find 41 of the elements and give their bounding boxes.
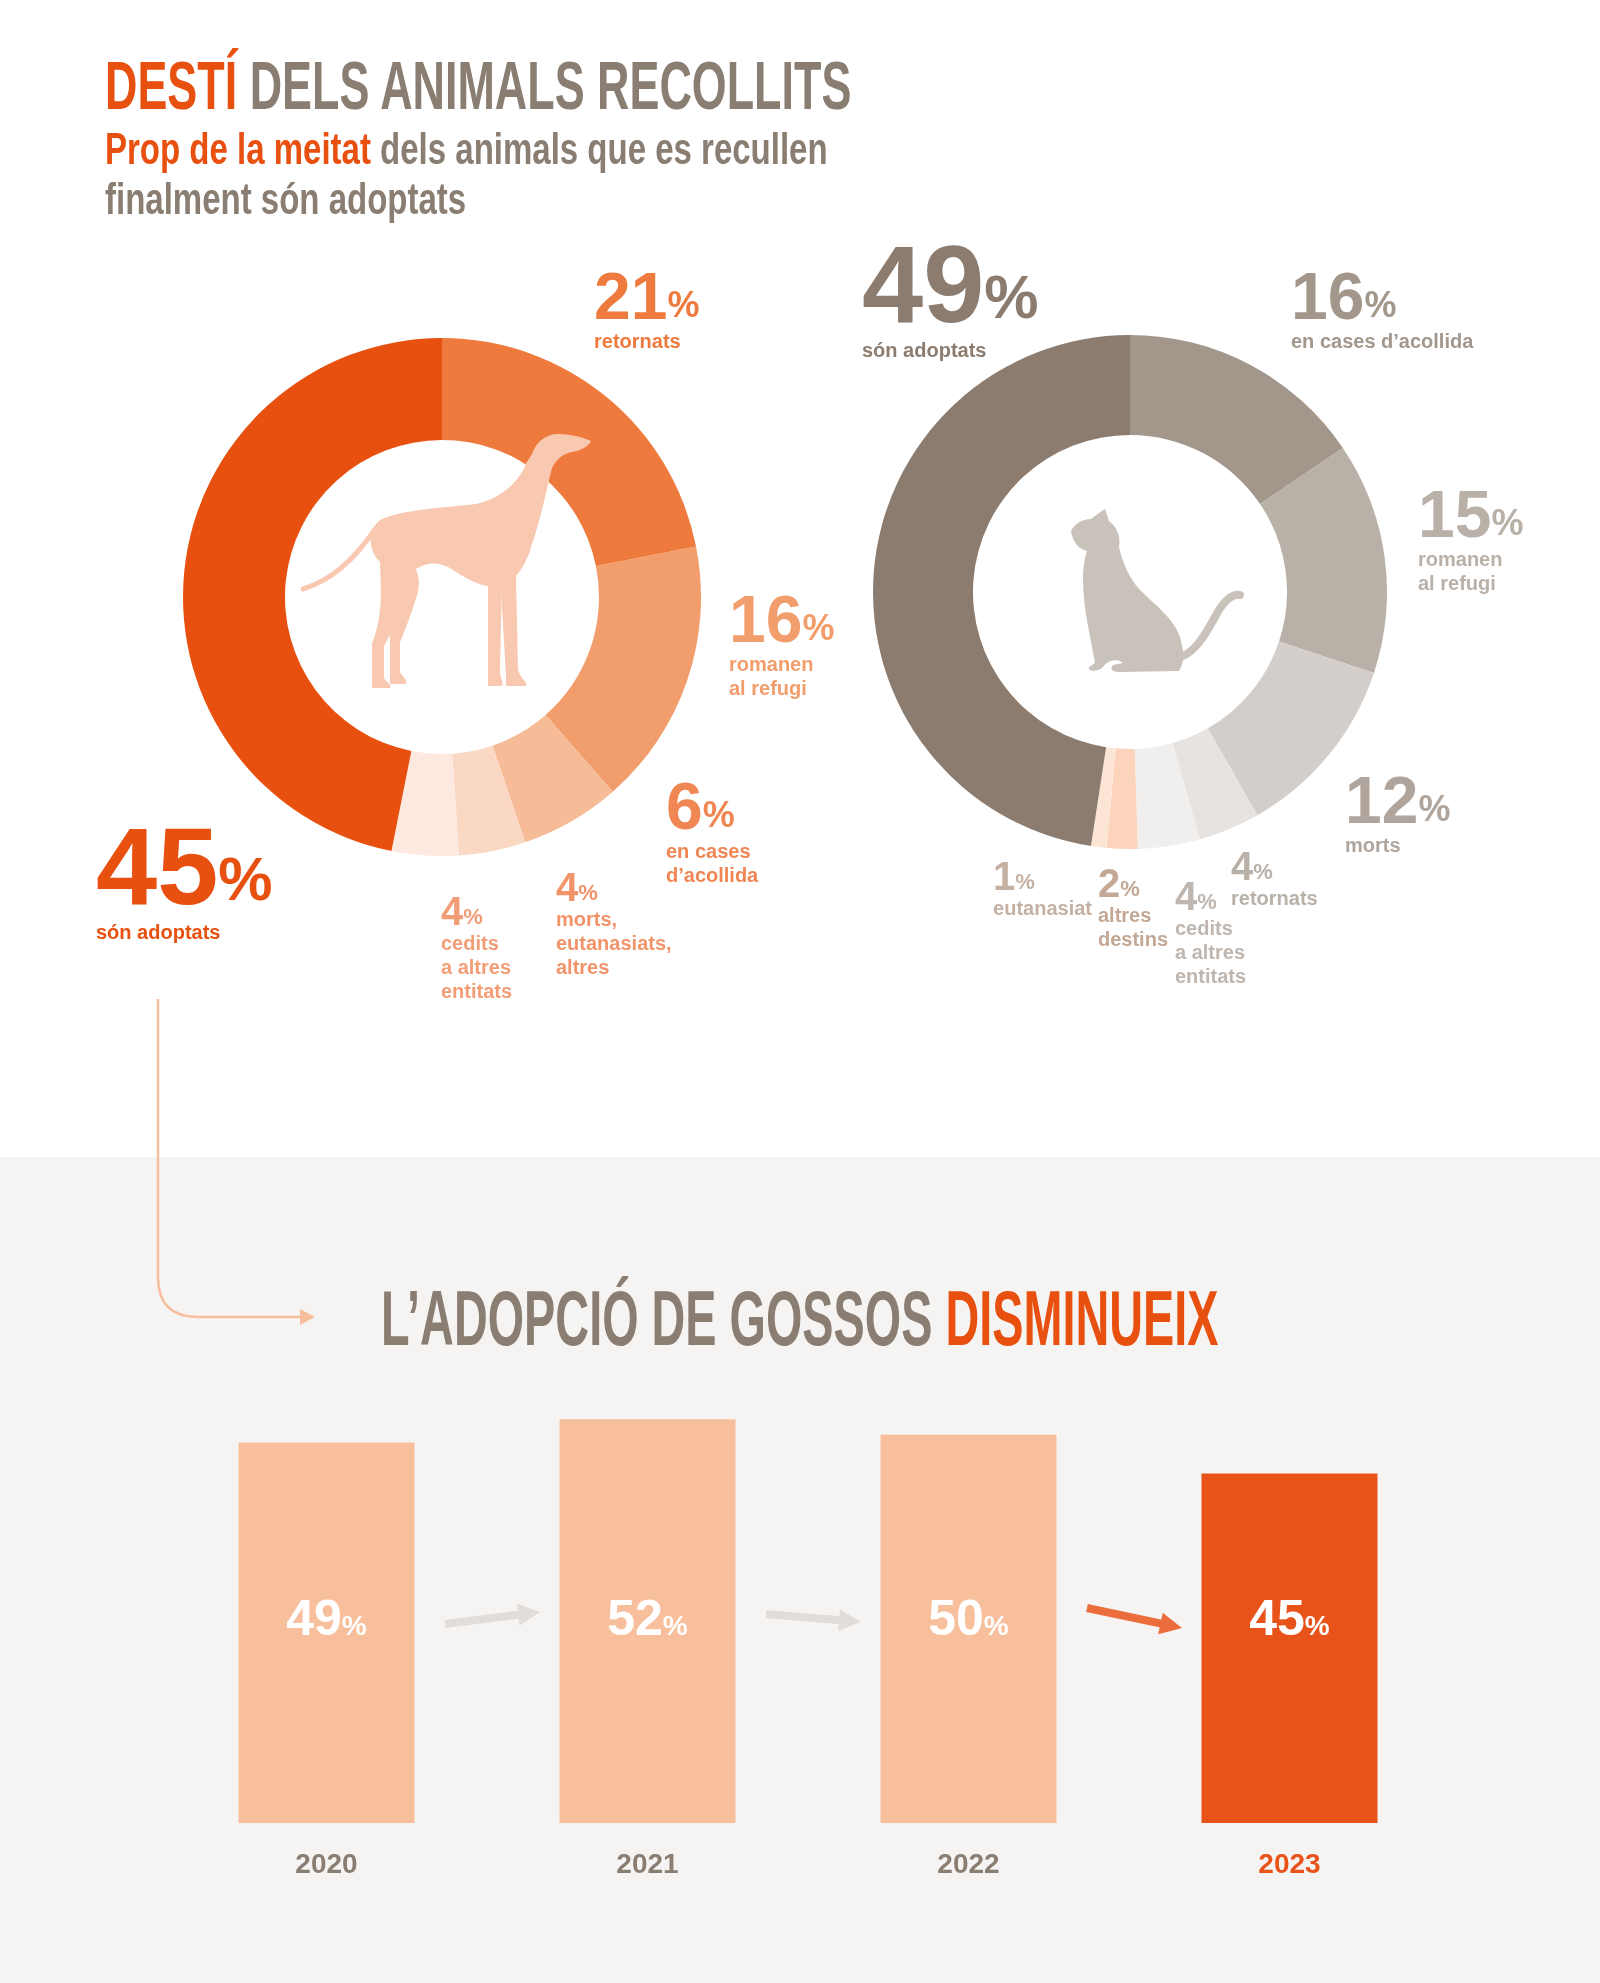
slice-label: cedits a altres entitats [1175, 917, 1247, 987]
x-tick-label: 2023 [1258, 1847, 1321, 1879]
chart-subtitle: Prop de la meitat dels animals que es recullen finalment són adoptats [105, 124, 828, 223]
slice-label: retornats [1231, 887, 1318, 909]
chart-title: L’ADOPCIÓ DE GOSSOS DISMINUEIX [381, 1274, 1219, 1362]
data-label: 6% [666, 769, 735, 843]
slice-label: eutanasiat [993, 897, 1093, 919]
x-tick-label: 2020 [295, 1847, 358, 1879]
bar [238, 1442, 415, 1823]
slice-label: romanen al refugi [729, 653, 814, 699]
data-label: 4% [556, 865, 598, 909]
chart-title: DESTÍ DELS ANIMALS RECOLLITS [105, 47, 852, 123]
bar [880, 1434, 1057, 1823]
data-label: 4% [1231, 844, 1273, 888]
slice-label: altres destins [1098, 904, 1169, 950]
data-label: 2% [1098, 861, 1140, 905]
slice-label: morts, eutanasiats, altres [556, 908, 672, 978]
bar [559, 1419, 736, 1823]
data-label: 15% [1418, 477, 1524, 551]
data-label: 4% [1175, 874, 1217, 918]
data-label: 50% [928, 1590, 1009, 1646]
slice-label: morts [1345, 834, 1401, 856]
slice-label: en cases d’acollida [666, 840, 760, 886]
slice-label: romanen al refugi [1418, 548, 1503, 594]
data-label: 16% [729, 582, 835, 656]
data-label: 49% [286, 1590, 367, 1646]
x-tick-label: 2022 [937, 1847, 1000, 1879]
data-label: 12% [1345, 763, 1451, 837]
x-tick-label: 2021 [616, 1847, 679, 1879]
slice-label: en cases d’acollida [1291, 330, 1475, 352]
data-label: 4% [441, 889, 483, 933]
bar [1201, 1473, 1378, 1823]
data-label: 16% [1291, 259, 1397, 333]
data-label: 21% [594, 259, 700, 333]
data-label: 1% [993, 854, 1035, 898]
slice-label: cedits a altres entitats [441, 932, 513, 1002]
slice-label: són adoptats [96, 921, 221, 943]
data-label: 45% [1249, 1590, 1330, 1646]
data-label: 52% [607, 1590, 688, 1646]
slice-label: són adoptats [862, 339, 987, 361]
slice-label: retornats [594, 330, 681, 352]
